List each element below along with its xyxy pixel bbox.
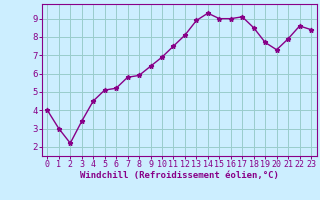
- X-axis label: Windchill (Refroidissement éolien,°C): Windchill (Refroidissement éolien,°C): [80, 171, 279, 180]
